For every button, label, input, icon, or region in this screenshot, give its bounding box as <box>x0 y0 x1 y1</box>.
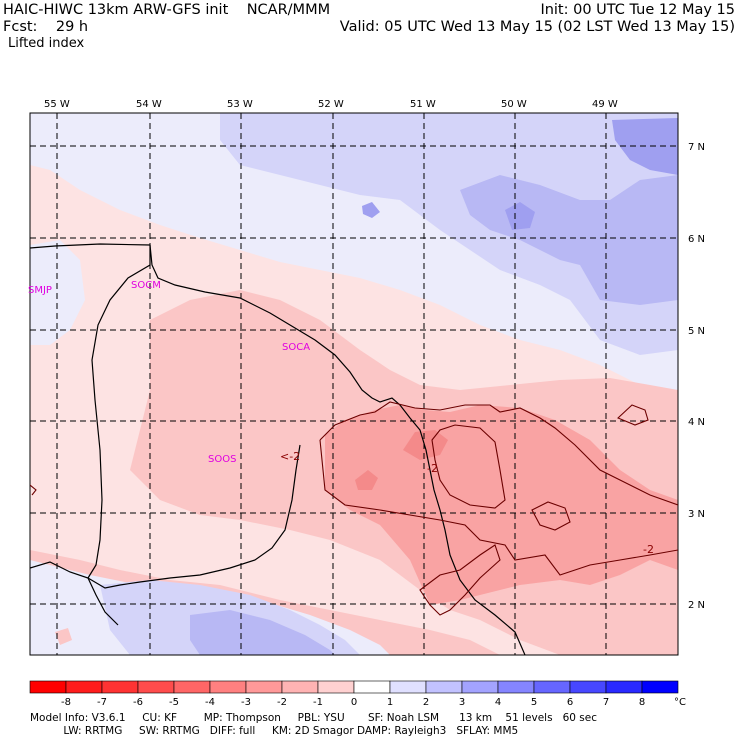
colorbar-swatch <box>65 680 103 694</box>
lon-label-55w: 55 W <box>44 99 70 110</box>
station-smjp: SMJP <box>28 285 52 296</box>
contour-south <box>419 544 501 616</box>
shade-red-spot2 <box>355 470 378 490</box>
colorbar-tick-label: 2 <box>423 697 429 708</box>
shade-light-blue-north <box>220 113 678 355</box>
contour-west-tick <box>30 484 37 496</box>
lon-label-49w: 49 W <box>592 99 618 110</box>
colorbar-tick-label: -2 <box>277 697 287 708</box>
lon-label-54w: 54 W <box>136 99 162 110</box>
lon-label-51w: 51 W <box>410 99 436 110</box>
colorbar-tick-label: 5 <box>531 697 537 708</box>
colorbar-swatch <box>209 680 247 694</box>
colorbar-unit: °C <box>674 697 686 708</box>
colorbar-swatch <box>389 680 427 694</box>
lat-lon-grid <box>30 113 678 655</box>
lon-label-50w: 50 W <box>501 99 527 110</box>
station-socm: SOCM <box>131 280 161 291</box>
colorbar-tick-label: -1 <box>313 697 323 708</box>
colorbar-swatch <box>641 680 679 694</box>
colorbar-tick-label: 8 <box>639 697 645 708</box>
forecast-hour: Fcst: 29 h <box>3 19 89 35</box>
colorbar-tick-label: -4 <box>205 697 215 708</box>
colorbar-tick-label: -5 <box>169 697 179 708</box>
lat-label-6n: 6 N <box>688 234 705 245</box>
station-soos: SOOS <box>208 454 236 465</box>
lat-label-3n: 3 N <box>688 509 705 520</box>
colorbar-swatch <box>245 680 283 694</box>
colorbar-tick-label: -7 <box>97 697 107 708</box>
colorbar-tick-label: 7 <box>603 697 609 708</box>
colorbar-swatch <box>569 680 607 694</box>
contours-minus2 <box>30 401 678 616</box>
colorbar-tick-label: 0 <box>351 697 357 708</box>
contour-lower <box>319 439 678 576</box>
colorbar-swatch <box>137 680 175 694</box>
latitude-labels: 7 N 6 N 5 N 4 N 3 N 2 N <box>688 142 705 611</box>
model-info-line2: LW: RRTMG SW: RRTMG DIFF: full KM: 2D Sm… <box>30 725 519 737</box>
colorbar-swatch <box>533 680 571 694</box>
station-labels: SMJP SOCM SOCA SOOS <box>28 280 310 465</box>
border-suriname-west <box>87 245 151 579</box>
lat-label-4n: 4 N <box>688 417 705 428</box>
init-time: Init: 00 UTC Tue 12 May 15 <box>540 2 735 18</box>
contour-east-loop <box>616 404 649 426</box>
map-frame <box>29 112 679 656</box>
colorbar-swatch <box>461 680 499 694</box>
shade-red-spot1 <box>403 430 448 460</box>
model-info-line1: Model Info: V3.6.1 CU: KF MP: Thompson P… <box>30 712 597 724</box>
lat-label-2n: 2 N <box>688 600 705 611</box>
contour-label-3: -2 <box>643 543 654 556</box>
valid-time: Valid: 05 UTC Wed 13 May 15 (02 LST Wed … <box>339 19 735 35</box>
colorbar-tick-label: 3 <box>459 697 465 708</box>
lon-label-53w: 53 W <box>227 99 253 110</box>
border-guyana-south <box>30 561 119 626</box>
contour-labels: <-2 -2 -2 <box>280 450 654 556</box>
colorbar-tick-label: -3 <box>241 697 251 708</box>
lon-label-52w: 52 W <box>318 99 344 110</box>
colorbar-swatch <box>605 680 643 694</box>
colorbar-tick-label: 1 <box>387 697 393 708</box>
model-title: HAIC-HIWC 13km ARW-GFS init NCAR/MMM <box>3 2 331 18</box>
colorbar: -8 -7 -6 -5 -4 -3 -2 -1 0 1 2 3 4 5 6 7 8 °C <box>29 680 686 708</box>
contour-label-2: -2 <box>427 462 438 475</box>
lifted-index-shading <box>30 113 678 655</box>
coastline <box>30 243 526 655</box>
longitude-labels: 55 W 54 W 53 W 52 W 51 W 50 W 49 W <box>44 99 618 110</box>
colorbar-swatch <box>101 680 139 694</box>
contour-label-1: <-2 <box>280 450 300 463</box>
colorbar-swatch <box>317 680 355 694</box>
shade-white-blue-west <box>30 240 85 345</box>
shade-mid-blue-spot1 <box>505 202 535 230</box>
lat-label-5n: 5 N <box>688 326 705 337</box>
shade-mid-blue-spot2 <box>362 202 380 218</box>
shade-pink-spot-south <box>55 628 72 645</box>
colorbar-swatch <box>173 680 211 694</box>
border-suriname-east <box>87 444 301 589</box>
colorbar-tick-label: 4 <box>495 697 501 708</box>
station-soca: SOCA <box>282 342 310 353</box>
contour-inner-loop <box>431 424 506 509</box>
colorbar-swatch <box>353 680 391 694</box>
colorbar-tick-label: -6 <box>133 697 143 708</box>
colorbar-swatch <box>281 680 319 694</box>
colorbar-tick-label: -8 <box>61 697 71 708</box>
colorbar-swatch <box>497 680 535 694</box>
colorbar-swatch <box>425 680 463 694</box>
colorbar-tick-label: 6 <box>567 697 573 708</box>
coastlines-borders <box>30 243 526 655</box>
contour-small-loop <box>531 501 571 531</box>
field-name: Lifted index <box>8 36 85 51</box>
lat-label-7n: 7 N <box>688 142 705 153</box>
colorbar-swatch <box>29 680 67 694</box>
shade-blue-south <box>190 610 335 655</box>
contour-main <box>319 401 678 506</box>
